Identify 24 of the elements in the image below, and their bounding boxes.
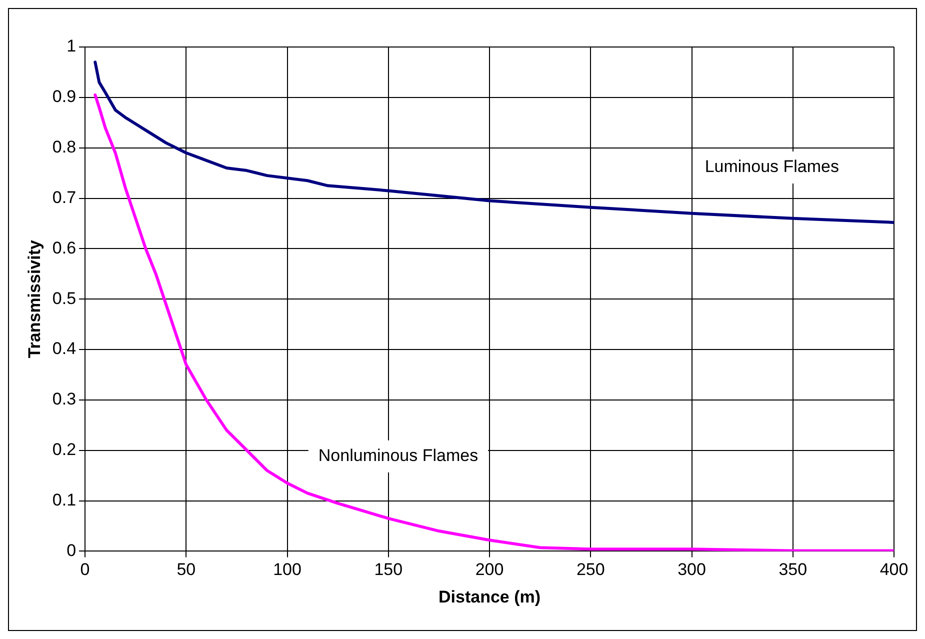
y-tick-label: 0.9: [52, 87, 76, 106]
x-tick-label: 100: [273, 560, 302, 580]
series-label: Nonluminous Flames: [318, 446, 478, 466]
y-axis-title: Transmissivity: [24, 239, 44, 358]
y-tick-label: 0.5: [52, 288, 76, 308]
y-tick-label: 0.4: [52, 339, 76, 358]
x-tick-label: 0: [80, 560, 90, 580]
x-tick-label: 150: [374, 560, 403, 580]
x-tick-label: 200: [475, 560, 504, 580]
x-tick-label: 400: [880, 560, 908, 580]
y-tick-label: 0.7: [52, 188, 76, 207]
y-tick-label: 1: [66, 36, 76, 56]
x-axis-title: Distance (m): [438, 587, 541, 606]
text: Luminous Flames: [704, 157, 840, 176]
x-tick-label: 250: [576, 560, 605, 580]
y-tick-label: 0: [66, 540, 76, 560]
y-tick-label: 0.2: [52, 440, 76, 460]
y-tick-label: 0.1: [52, 490, 76, 510]
x-tick-label: 50: [176, 560, 196, 580]
y-tick-label: 0.8: [52, 138, 76, 157]
y-tick-label: 0.3: [52, 390, 76, 409]
y-tick-label: 0.6: [52, 238, 76, 258]
x-tick-label: 350: [778, 560, 808, 580]
x-tick-label: 300: [678, 560, 706, 580]
